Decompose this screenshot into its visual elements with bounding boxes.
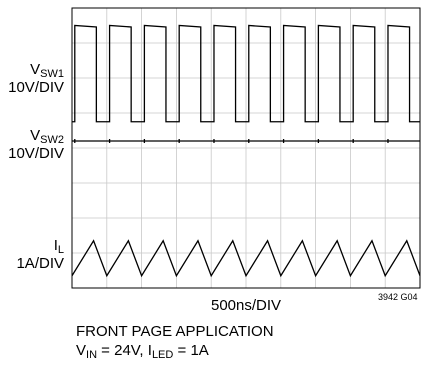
il-label: IL xyxy=(53,237,64,256)
vsw1-label: VSW1 xyxy=(30,61,64,80)
il-scale: 1A/DIV xyxy=(16,255,64,272)
plot-frame xyxy=(71,7,421,289)
time-scale-label: 500ns/DIV xyxy=(211,297,282,314)
caption-line2: VIN = 24V, ILED = 1A xyxy=(76,342,209,361)
il-trace xyxy=(71,239,421,278)
grid xyxy=(72,8,420,288)
vsw2-scale: 10V/DIV xyxy=(8,145,64,162)
vsw2-trace xyxy=(72,139,420,143)
traces xyxy=(71,24,421,278)
caption-line1: FRONT PAGE APPLICATION xyxy=(76,323,274,340)
figure-code: 3942 G04 xyxy=(378,292,418,302)
vsw2-label: VSW2 xyxy=(30,127,64,146)
vsw1-scale: 10V/DIV xyxy=(8,79,64,96)
vsw1-trace xyxy=(72,24,420,123)
